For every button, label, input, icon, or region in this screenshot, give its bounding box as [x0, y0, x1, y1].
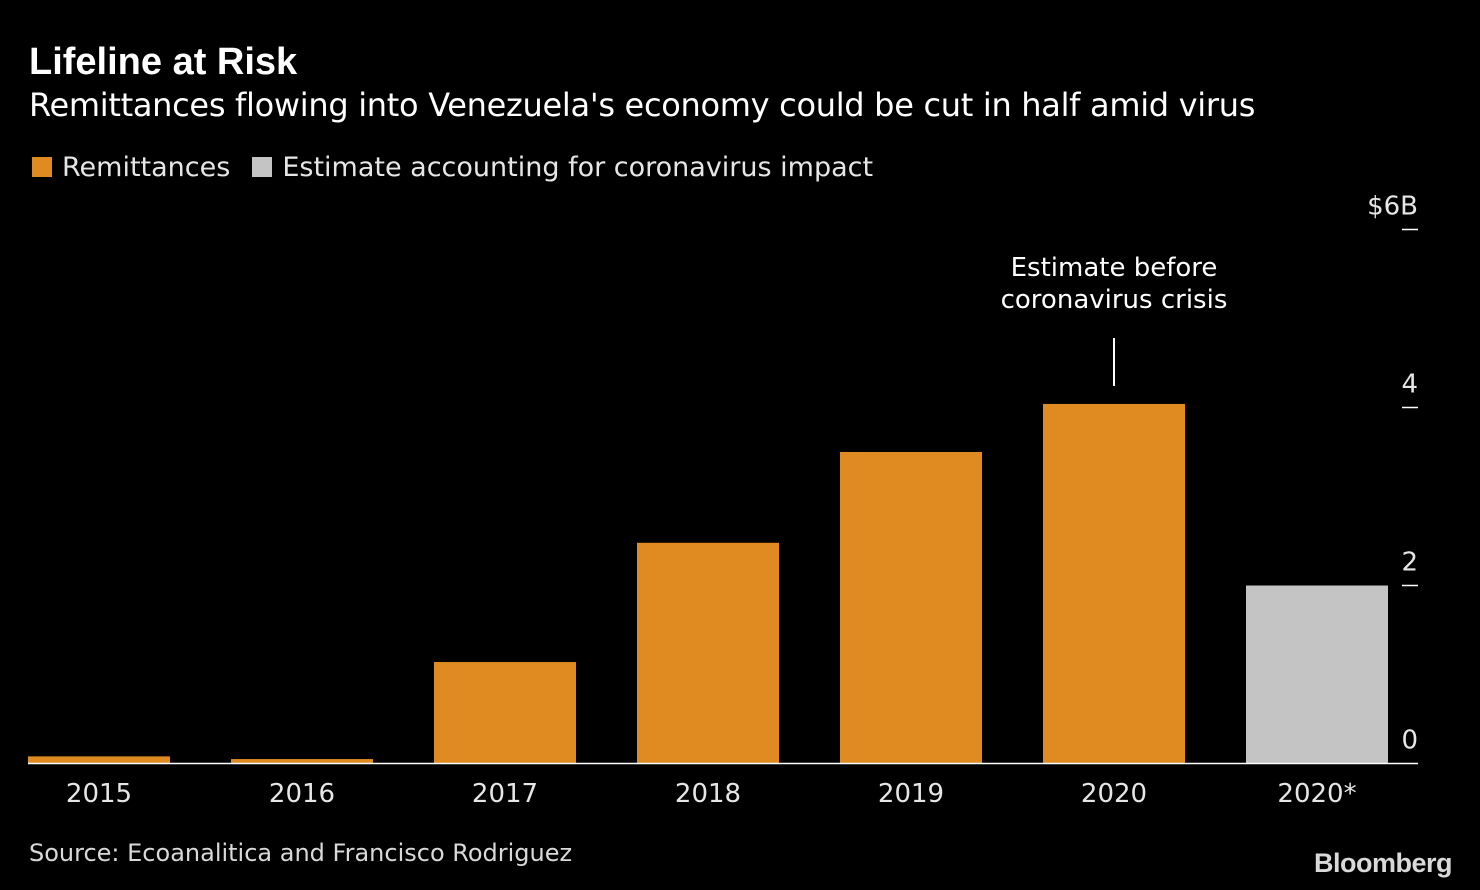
x-tick-label-2018: 2018 [675, 779, 741, 809]
chart-subtitle: Remittances flowing into Venezuela's eco… [29, 86, 1256, 124]
bar-2019 [840, 452, 982, 764]
y-tick-label-0: 0 [1401, 726, 1418, 756]
x-tick-label-2020: 2020 [1081, 779, 1147, 809]
annotation-text-line-1: Estimate before [1011, 253, 1218, 283]
annotation-text-line-2: coronavirus crisis [1001, 285, 1228, 315]
x-tick-label-2020-estimate: 2020* [1277, 779, 1356, 809]
bar-2016 [231, 759, 373, 764]
bar-2015 [28, 756, 170, 764]
bloomberg-logo: Bloomberg [1313, 848, 1453, 878]
y-tick-label-6: $6B [1367, 192, 1418, 222]
legend-swatch-remittances [32, 157, 52, 177]
chart-title: Lifeline at Risk [29, 41, 298, 83]
y-tick-label-2: 2 [1401, 548, 1418, 578]
bar-2020-estimate-coronavirus [1246, 585, 1388, 764]
legend-label-estimate: Estimate accounting for coronavirus impa… [282, 151, 874, 183]
x-tick-label-2017: 2017 [472, 779, 538, 809]
legend-item-remittances: Remittances [32, 152, 230, 183]
legend-item-estimate: Estimate accounting for coronavirus impa… [252, 152, 873, 183]
legend-label-remittances: Remittances [62, 151, 231, 183]
x-tick-label-2015: 2015 [66, 779, 132, 809]
x-tick-label-2016: 2016 [269, 779, 335, 809]
source-note: Source: Ecoanalitica and Francisco Rodri… [29, 839, 573, 867]
bar-2017 [434, 662, 576, 764]
legend-swatch-estimate [252, 157, 273, 177]
bar-2018 [637, 542, 779, 764]
bar-2020 [1043, 403, 1185, 764]
x-tick-label-2019: 2019 [878, 779, 944, 809]
chart-legend: Remittances Estimate accounting for coro… [32, 150, 895, 184]
y-tick-label-4: 4 [1401, 370, 1418, 400]
